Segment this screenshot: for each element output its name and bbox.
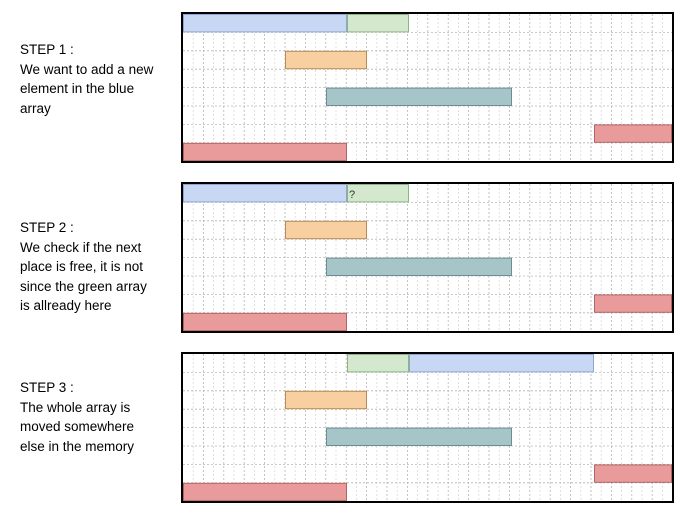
step-1-title: STEP 1 : xyxy=(20,42,74,57)
orange-array-block xyxy=(285,390,367,410)
teal-array-block xyxy=(326,257,512,276)
memory-grid-step-2: ? xyxy=(183,184,672,331)
red-array-block-left xyxy=(183,482,347,501)
teal-array-block xyxy=(326,427,512,446)
orange-array-block xyxy=(285,50,367,70)
memory-panel-step-2: ? xyxy=(181,182,674,333)
blue-array-block xyxy=(183,14,347,33)
red-array-block-right xyxy=(594,124,672,143)
red-array-block-right xyxy=(594,294,672,313)
step-1-description: STEP 1 : We want to add a new element in… xyxy=(20,40,180,118)
green-array-block xyxy=(347,184,409,203)
red-array-block-right xyxy=(594,464,672,483)
step-2-body: We check if the next place is free, it i… xyxy=(20,239,147,314)
memory-panel-step-1 xyxy=(181,12,674,163)
memory-panel-step-3 xyxy=(181,352,674,503)
step-3-title: STEP 3 : xyxy=(20,380,74,395)
red-array-block-left xyxy=(183,312,347,331)
step-3-description: STEP 3 : The whole array is moved somewh… xyxy=(20,378,180,456)
orange-array-block xyxy=(285,220,367,240)
blue-array-block xyxy=(183,184,347,203)
green-array-block xyxy=(347,354,409,373)
teal-array-block xyxy=(326,87,512,106)
step-2-title: STEP 2 : xyxy=(20,220,74,235)
step-1-body: We want to add a new element in the blue… xyxy=(20,61,154,116)
green-array-block xyxy=(347,14,409,33)
step-3-body: The whole array is moved somewhere else … xyxy=(20,399,135,454)
step-2-description: STEP 2 : We check if the next place is f… xyxy=(20,218,180,316)
question-mark-label: ? xyxy=(349,189,355,201)
blue-array-block-moved xyxy=(409,354,594,373)
red-array-block-left xyxy=(183,142,347,161)
memory-grid-step-3 xyxy=(183,354,672,501)
memory-grid-step-1 xyxy=(183,14,672,161)
